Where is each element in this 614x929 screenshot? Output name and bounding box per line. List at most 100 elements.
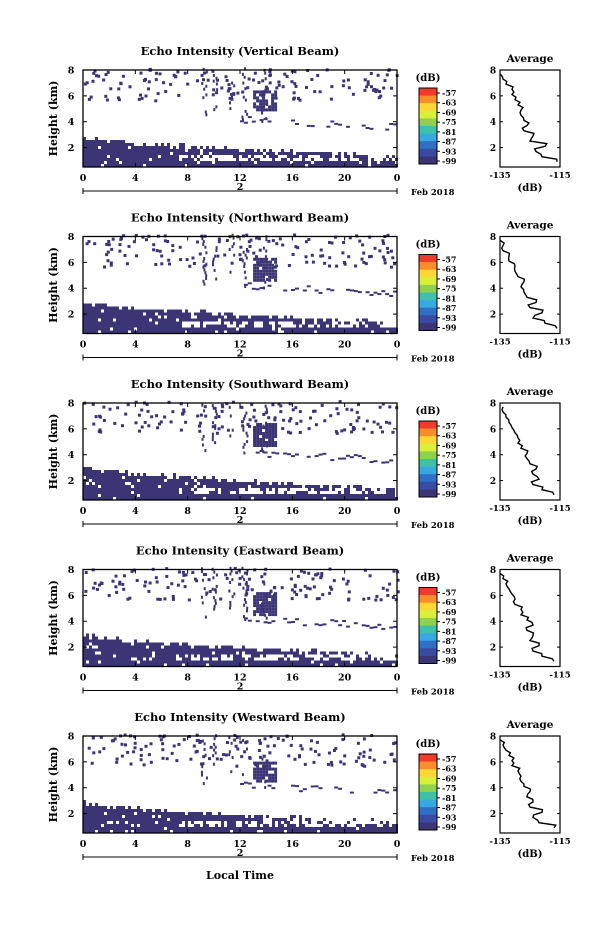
echo-cell xyxy=(110,806,113,809)
echo-cell xyxy=(143,161,146,164)
echo-cell xyxy=(98,140,101,143)
echo-cell xyxy=(120,236,123,240)
echo-cell xyxy=(386,251,390,254)
echo-cell xyxy=(233,660,236,664)
echo-cell xyxy=(253,278,257,282)
x-tick-label: 12 xyxy=(233,340,246,351)
colorbar-swatch xyxy=(419,436,437,445)
echo-cell xyxy=(306,124,311,127)
echo-cell xyxy=(362,155,365,158)
echo-cell xyxy=(206,146,209,149)
echo-cell xyxy=(212,660,215,664)
echo-cell xyxy=(137,327,140,331)
echo-cell xyxy=(120,742,124,746)
echo-cell xyxy=(303,570,306,574)
echo-cell xyxy=(182,818,185,821)
echo-cell xyxy=(188,330,191,334)
echo-cell xyxy=(130,569,134,573)
echo-cell xyxy=(370,85,373,89)
echo-cell xyxy=(185,327,188,331)
echo-cell xyxy=(323,158,326,161)
echo-cell xyxy=(215,152,218,155)
echo-cell xyxy=(98,639,101,643)
echo-cell xyxy=(299,161,302,164)
echo-cell xyxy=(204,753,207,757)
echo-cell xyxy=(158,663,161,667)
echo-cell xyxy=(392,494,395,497)
echo-cell xyxy=(305,663,308,667)
echo-cell xyxy=(194,663,197,667)
echo-cell xyxy=(389,459,394,462)
average-x-tick-label: -135 xyxy=(489,671,510,681)
echo-cell xyxy=(176,324,179,328)
echo-cell xyxy=(188,485,191,488)
echo-cell xyxy=(140,315,143,319)
echo-cell xyxy=(86,140,89,143)
echo-cell xyxy=(269,651,272,655)
echo-cell xyxy=(188,312,191,316)
echo-cell xyxy=(371,824,374,827)
colorbar-unit: (dB) xyxy=(416,73,441,84)
panel-5: Echo Intensity (Westward Beam)8642Height… xyxy=(47,710,571,864)
echo-cell xyxy=(185,309,188,313)
colorbar-swatch xyxy=(419,254,437,263)
echo-cell xyxy=(89,330,92,334)
echo-cell xyxy=(191,330,194,334)
echo-cell xyxy=(114,585,118,589)
echo-cell xyxy=(167,327,170,331)
echo-cell xyxy=(293,82,297,86)
echo-cell xyxy=(293,70,297,74)
echo-cell xyxy=(134,809,137,812)
echo-cell xyxy=(116,806,119,809)
echo-cell xyxy=(266,164,269,167)
echo-cell xyxy=(197,812,200,815)
echo-cell xyxy=(218,164,221,167)
echo-cell xyxy=(182,479,185,482)
echo-cell xyxy=(275,818,278,821)
echo-cell xyxy=(123,574,126,578)
echo-cell xyxy=(119,312,122,316)
echo-cell xyxy=(170,660,173,664)
echo-cell xyxy=(113,327,116,331)
echo-cell xyxy=(274,435,278,438)
echo-cell xyxy=(256,595,260,599)
echo-cell xyxy=(107,657,110,661)
echo-cell xyxy=(92,318,95,322)
echo-cell xyxy=(140,818,143,821)
echo-cell xyxy=(116,818,119,821)
echo-cell xyxy=(93,581,97,585)
echo-cell xyxy=(170,324,173,328)
echo-cell xyxy=(203,87,206,91)
echo-cell xyxy=(101,488,104,491)
echo-cell xyxy=(274,779,278,783)
echo-cell xyxy=(146,164,149,167)
echo-cell xyxy=(110,497,113,500)
echo-cell xyxy=(205,113,208,117)
echo-cell xyxy=(101,146,104,149)
echo-cell xyxy=(119,821,122,824)
echo-cell xyxy=(123,733,127,737)
echo-cell xyxy=(347,321,350,325)
echo-cell xyxy=(137,321,140,325)
echo-cell xyxy=(137,818,140,821)
echo-cell xyxy=(95,143,98,146)
echo-cell xyxy=(104,94,108,98)
echo-cell xyxy=(353,622,358,625)
echo-cell xyxy=(89,663,92,667)
echo-cell xyxy=(125,818,128,821)
echo-cell xyxy=(271,429,275,432)
echo-cell xyxy=(365,127,370,129)
echo-cell xyxy=(382,241,385,245)
echo-cell xyxy=(290,818,293,821)
echo-cell xyxy=(257,152,260,155)
echo-cell xyxy=(247,782,252,785)
echo-cell xyxy=(338,321,341,325)
echo-cell xyxy=(122,158,125,161)
echo-cell xyxy=(209,654,212,658)
echo-cell xyxy=(110,324,113,328)
echo-cell xyxy=(214,254,217,258)
echo-cell xyxy=(236,494,239,497)
echo-cell xyxy=(212,260,215,264)
echo-cell xyxy=(380,821,383,824)
echo-cell xyxy=(110,155,113,158)
